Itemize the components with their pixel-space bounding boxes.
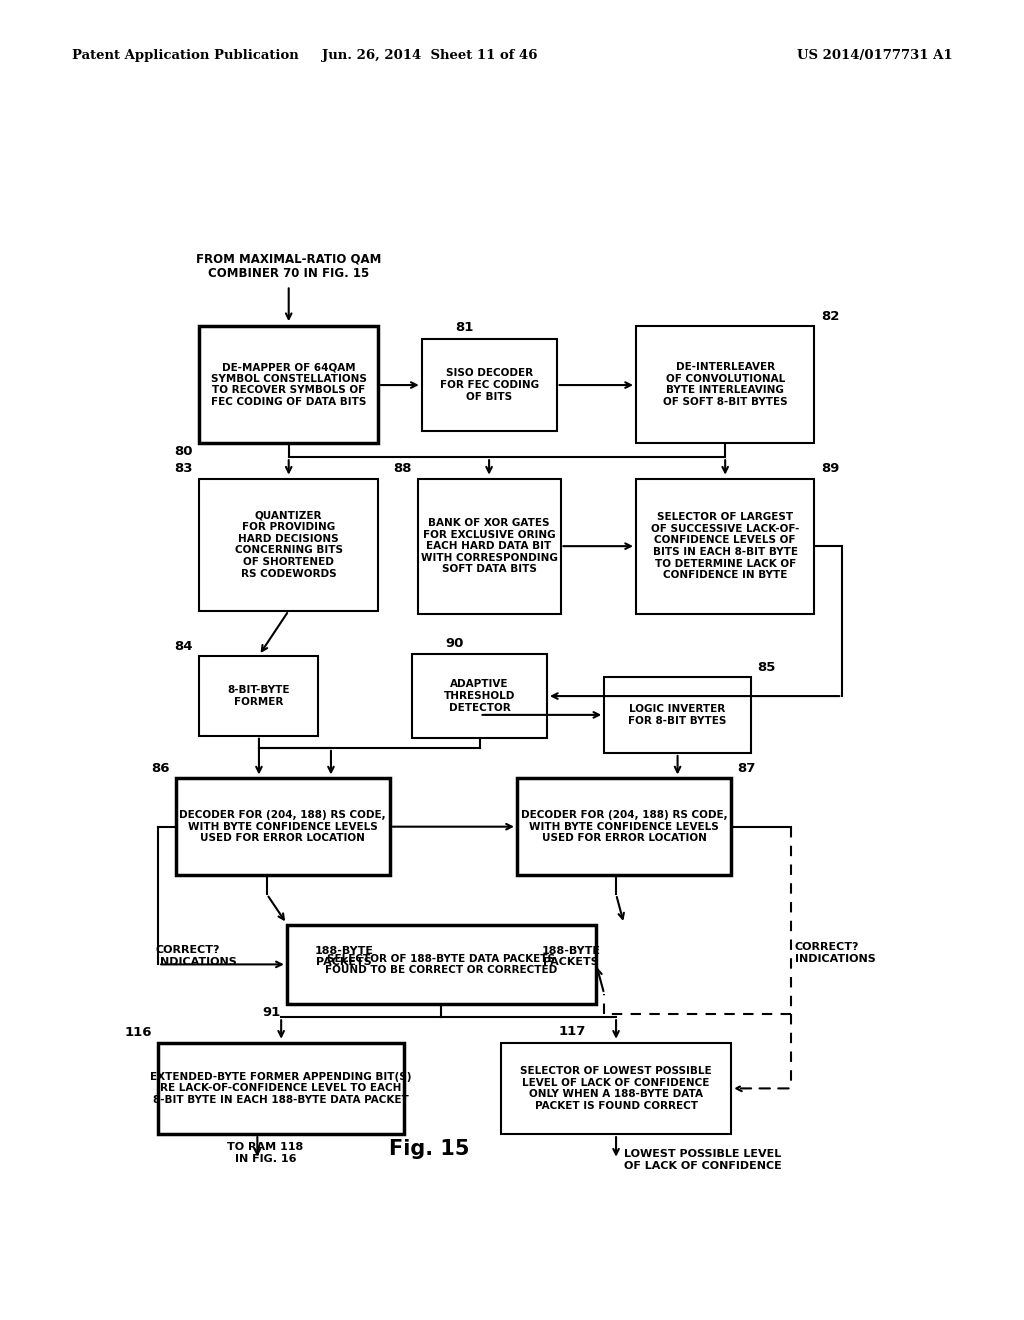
FancyBboxPatch shape bbox=[176, 779, 390, 875]
Text: SISO DECODER
FOR FEC CODING
OF BITS: SISO DECODER FOR FEC CODING OF BITS bbox=[439, 368, 539, 401]
FancyBboxPatch shape bbox=[636, 326, 814, 444]
Text: 117: 117 bbox=[558, 1024, 586, 1038]
Text: SELECTOR OF LOWEST POSSIBLE
LEVEL OF LACK OF CONFIDENCE
ONLY WHEN A 188-BYTE DAT: SELECTOR OF LOWEST POSSIBLE LEVEL OF LAC… bbox=[520, 1067, 712, 1111]
FancyBboxPatch shape bbox=[200, 479, 378, 611]
Text: 81: 81 bbox=[456, 322, 474, 334]
FancyBboxPatch shape bbox=[636, 479, 814, 614]
FancyBboxPatch shape bbox=[517, 779, 731, 875]
FancyBboxPatch shape bbox=[418, 479, 560, 614]
Text: SELECTOR OF LARGEST
OF SUCCESSIVE LACK-OF-
CONFIDENCE LEVELS OF
BITS IN EACH 8-B: SELECTOR OF LARGEST OF SUCCESSIVE LACK-O… bbox=[651, 512, 800, 581]
Text: SELECTOR OF 188-BYTE DATA PACKETS
FOUND TO BE CORRECT OR CORRECTED: SELECTOR OF 188-BYTE DATA PACKETS FOUND … bbox=[326, 953, 558, 975]
Text: DECODER FOR (204, 188) RS CODE,
WITH BYTE CONFIDENCE LEVELS
USED FOR ERROR LOCAT: DECODER FOR (204, 188) RS CODE, WITH BYT… bbox=[520, 810, 727, 843]
FancyBboxPatch shape bbox=[287, 925, 596, 1005]
Text: 87: 87 bbox=[737, 762, 756, 775]
Text: Patent Application Publication: Patent Application Publication bbox=[72, 49, 298, 62]
Text: 85: 85 bbox=[758, 660, 776, 673]
Text: 90: 90 bbox=[445, 636, 464, 649]
Text: US 2014/0177731 A1: US 2014/0177731 A1 bbox=[797, 49, 952, 62]
Text: CORRECT?
INDICATIONS: CORRECT? INDICATIONS bbox=[795, 942, 876, 964]
Text: QUANTIZER
FOR PROVIDING
HARD DECISIONS
CONCERNING BITS
OF SHORTENED
RS CODEWORDS: QUANTIZER FOR PROVIDING HARD DECISIONS C… bbox=[234, 511, 343, 578]
Text: TO RAM 118
IN FIG. 16: TO RAM 118 IN FIG. 16 bbox=[227, 1142, 303, 1164]
Text: EXTENDED-BYTE FORMER APPENDING BIT(S)
RE LACK-OF-CONFIDENCE LEVEL TO EACH
8-BIT : EXTENDED-BYTE FORMER APPENDING BIT(S) RE… bbox=[151, 1072, 412, 1105]
Text: LOWEST POSSIBLE LEVEL
OF LACK OF CONFIDENCE: LOWEST POSSIBLE LEVEL OF LACK OF CONFIDE… bbox=[624, 1150, 781, 1171]
Text: BANK OF XOR GATES
FOR EXCLUSIVE ORING
EACH HARD DATA BIT
WITH CORRESPONDING
SOFT: BANK OF XOR GATES FOR EXCLUSIVE ORING EA… bbox=[421, 517, 557, 574]
Text: DECODER FOR (204, 188) RS CODE,
WITH BYTE CONFIDENCE LEVELS
USED FOR ERROR LOCAT: DECODER FOR (204, 188) RS CODE, WITH BYT… bbox=[179, 810, 386, 843]
FancyBboxPatch shape bbox=[422, 339, 557, 430]
Text: 188-BYTE
PACKETS: 188-BYTE PACKETS bbox=[542, 946, 600, 968]
Text: 80: 80 bbox=[174, 445, 194, 458]
FancyBboxPatch shape bbox=[604, 677, 751, 752]
Text: 91: 91 bbox=[262, 1006, 281, 1019]
FancyBboxPatch shape bbox=[412, 655, 547, 738]
FancyBboxPatch shape bbox=[200, 326, 378, 444]
Text: 188-BYTE
PACKETS: 188-BYTE PACKETS bbox=[314, 946, 374, 968]
Text: 82: 82 bbox=[821, 310, 840, 323]
Text: LOGIC INVERTER
FOR 8-BIT BYTES: LOGIC INVERTER FOR 8-BIT BYTES bbox=[629, 704, 727, 726]
Text: FROM MAXIMAL-RATIO QAM
COMBINER 70 IN FIG. 15: FROM MAXIMAL-RATIO QAM COMBINER 70 IN FI… bbox=[196, 252, 381, 280]
Text: Jun. 26, 2014  Sheet 11 of 46: Jun. 26, 2014 Sheet 11 of 46 bbox=[323, 49, 538, 62]
Text: ADAPTIVE
THRESHOLD
DETECTOR: ADAPTIVE THRESHOLD DETECTOR bbox=[443, 680, 515, 713]
Text: 88: 88 bbox=[393, 462, 412, 475]
Text: 86: 86 bbox=[151, 762, 169, 775]
Text: Fig. 15: Fig. 15 bbox=[389, 1139, 470, 1159]
Text: 116: 116 bbox=[124, 1027, 152, 1039]
Text: 84: 84 bbox=[174, 640, 194, 653]
Text: 89: 89 bbox=[821, 462, 840, 475]
Text: DE-MAPPER OF 64QAM
SYMBOL CONSTELLATIONS
TO RECOVER SYMBOLS OF
FEC CODING OF DAT: DE-MAPPER OF 64QAM SYMBOL CONSTELLATIONS… bbox=[211, 362, 367, 407]
FancyBboxPatch shape bbox=[158, 1043, 404, 1134]
FancyBboxPatch shape bbox=[200, 656, 318, 735]
FancyBboxPatch shape bbox=[501, 1043, 731, 1134]
Text: 8-BIT-BYTE
FORMER: 8-BIT-BYTE FORMER bbox=[227, 685, 290, 708]
Text: DE-INTERLEAVER
OF CONVOLUTIONAL
BYTE INTERLEAVING
OF SOFT 8-BIT BYTES: DE-INTERLEAVER OF CONVOLUTIONAL BYTE INT… bbox=[663, 362, 787, 407]
Text: 83: 83 bbox=[174, 462, 194, 475]
Text: CORRECT?
INDICATIONS: CORRECT? INDICATIONS bbox=[156, 945, 237, 968]
